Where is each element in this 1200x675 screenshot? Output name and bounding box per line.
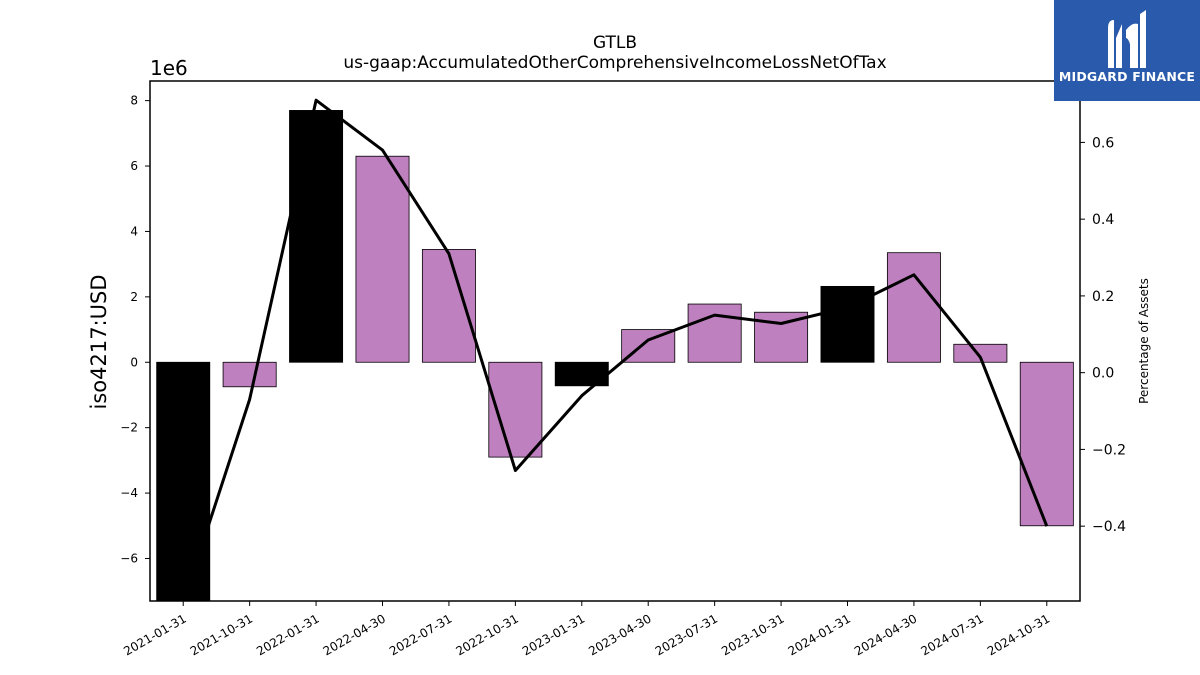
line-group (182, 98, 1049, 602)
y-axis-multiplier: 1e6 (150, 56, 188, 80)
bar-2023-04-30 (621, 329, 676, 363)
y-axis-ticks: −6 −4 −2 0 2 4 6 8 (120, 94, 150, 565)
y2-tick-label: 0.4 (1092, 212, 1114, 228)
x-tick-label: 2024-01-31 (786, 611, 853, 658)
y-tick-label: 0 (130, 355, 138, 369)
plot-frame (149, 80, 1081, 602)
y2-tick-label: 0.6 (1092, 135, 1114, 151)
brand-logo: MIDGARD FINANCE (1054, 0, 1200, 101)
bar-2024-04-30 (886, 252, 941, 363)
x-tick-label: 2023-01-31 (520, 611, 587, 658)
y-tick-label: 6 (130, 159, 138, 173)
logo-text: MIDGARD FINANCE (1058, 69, 1196, 84)
bar-2022-04-30 (355, 155, 410, 363)
x-tick-label: 2022-04-30 (321, 611, 388, 658)
bars-group (156, 110, 1074, 602)
bar-2022-07-31 (421, 249, 476, 363)
chart-subtitle: us-gaap:AccumulatedOtherComprehensiveInc… (343, 53, 886, 73)
y2-tick-label: 0.2 (1092, 289, 1114, 305)
x-tick-label: 2024-10-31 (985, 611, 1052, 658)
logo-mark-icon (1108, 10, 1146, 68)
x-tick-label: 2022-07-31 (387, 611, 454, 658)
y-tick-label: 4 (130, 224, 138, 238)
y2-tick-label: −0.4 (1092, 519, 1126, 535)
y-tick-label: 8 (130, 94, 138, 108)
x-tick-label: 2023-07-31 (653, 611, 720, 658)
y2-axis-label: Percentage of Assets (1137, 278, 1151, 404)
x-tick-label: 2021-10-31 (188, 611, 255, 658)
x-tick-label: 2022-10-31 (453, 611, 520, 658)
y2-axis-ticks: −0.4 −0.2 0.0 0.2 0.4 0.6 (1080, 135, 1126, 535)
bar-2023-07-31 (687, 303, 742, 363)
y-tick-label: 2 (130, 290, 138, 304)
bar-2021-10-31 (222, 361, 277, 388)
bar-2021-01-31 (156, 361, 211, 602)
bar-2024-07-31 (953, 343, 1008, 363)
bar-2024-10-31 (1019, 361, 1074, 527)
y-axis-label: iso4217:USD (87, 274, 111, 409)
percentage-line (182, 98, 1049, 602)
x-tick-label: 2024-04-30 (852, 611, 919, 658)
x-tick-label: 2022-01-31 (254, 611, 321, 658)
x-axis-ticks: 2021-01-31 2021-10-31 2022-01-31 2022-04-30… (121, 601, 1052, 658)
x-tick-label: 2021-01-31 (121, 611, 188, 658)
x-tick-label: 2024-07-31 (918, 611, 985, 658)
y2-tick-label: 0.0 (1092, 366, 1114, 382)
bar-2023-01-31 (554, 361, 609, 387)
chart-title: GTLB (593, 33, 637, 53)
y-tick-label: −2 (120, 421, 138, 435)
bar-2022-01-31 (289, 110, 344, 363)
x-tick-label: 2023-04-30 (586, 611, 653, 658)
y-tick-label: −6 (120, 551, 138, 565)
y2-tick-label: −0.2 (1092, 442, 1126, 458)
x-tick-label: 2023-10-31 (719, 611, 786, 658)
y-tick-label: −4 (120, 486, 138, 500)
